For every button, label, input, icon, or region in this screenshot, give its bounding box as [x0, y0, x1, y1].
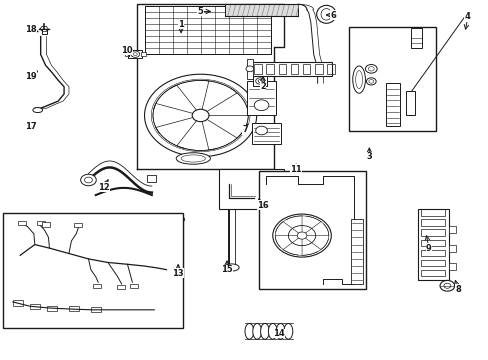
Text: 4: 4	[464, 12, 470, 21]
Ellipse shape	[268, 323, 277, 339]
Text: 2: 2	[260, 82, 265, 91]
Circle shape	[192, 109, 208, 122]
Circle shape	[288, 226, 315, 246]
Ellipse shape	[252, 323, 261, 339]
Text: 16: 16	[257, 201, 268, 210]
Circle shape	[255, 126, 267, 135]
Circle shape	[439, 280, 454, 291]
Circle shape	[131, 51, 140, 57]
Circle shape	[365, 64, 376, 73]
Bar	[13, 301, 22, 306]
Ellipse shape	[176, 153, 210, 164]
Bar	[420, 260, 445, 266]
Bar	[420, 220, 445, 226]
Bar	[253, 76, 266, 86]
Bar	[315, 64, 322, 74]
Ellipse shape	[284, 323, 292, 339]
Bar	[350, 220, 362, 284]
Text: 15: 15	[221, 265, 232, 274]
Bar	[406, 91, 414, 116]
Bar	[124, 52, 129, 56]
Bar	[278, 64, 285, 74]
Bar	[420, 249, 445, 256]
Bar	[91, 307, 101, 312]
Bar	[448, 263, 455, 270]
Bar	[348, 27, 435, 131]
Bar	[3, 213, 182, 328]
Ellipse shape	[352, 66, 365, 93]
Bar	[69, 306, 79, 311]
Bar	[417, 209, 448, 280]
Ellipse shape	[163, 215, 184, 224]
Circle shape	[245, 66, 253, 72]
Ellipse shape	[244, 323, 253, 339]
Bar	[130, 284, 138, 288]
Circle shape	[272, 214, 330, 257]
Text: 3: 3	[366, 152, 371, 161]
Ellipse shape	[33, 108, 42, 113]
Text: 6: 6	[329, 10, 335, 19]
Bar	[30, 304, 40, 309]
Bar	[251, 123, 281, 144]
Bar	[254, 64, 261, 74]
Ellipse shape	[260, 187, 272, 200]
Bar	[219, 169, 283, 209]
Text: 1: 1	[178, 19, 183, 28]
Bar	[448, 244, 455, 252]
Ellipse shape	[260, 323, 269, 339]
Circle shape	[81, 174, 96, 186]
Text: 14: 14	[272, 329, 284, 338]
Bar	[224, 4, 298, 16]
Bar	[420, 229, 445, 236]
Text: 5: 5	[197, 7, 203, 16]
Text: 19: 19	[25, 72, 37, 81]
Text: 12: 12	[98, 183, 110, 192]
Ellipse shape	[276, 323, 285, 339]
Text: 18: 18	[25, 25, 37, 34]
Bar	[141, 52, 146, 56]
Bar	[74, 223, 81, 227]
Text: 11: 11	[290, 165, 302, 174]
Bar	[420, 210, 445, 216]
Bar	[246, 59, 252, 78]
Bar	[147, 175, 156, 182]
Bar	[18, 221, 25, 225]
Bar	[420, 239, 445, 246]
Text: 9: 9	[425, 244, 431, 253]
Bar	[385, 83, 399, 126]
Circle shape	[366, 78, 375, 85]
Ellipse shape	[224, 264, 239, 271]
Text: 8: 8	[454, 285, 460, 294]
Bar	[47, 306, 57, 311]
Bar	[448, 226, 455, 233]
Bar	[327, 64, 334, 74]
Circle shape	[297, 232, 306, 239]
Text: 13: 13	[172, 269, 183, 278]
Circle shape	[254, 100, 268, 111]
Bar	[420, 270, 445, 276]
Bar	[93, 284, 101, 288]
Bar	[42, 222, 50, 226]
Ellipse shape	[316, 5, 335, 23]
Bar	[259, 171, 366, 289]
Bar	[290, 64, 298, 74]
Text: 7: 7	[242, 125, 248, 134]
Bar	[37, 221, 44, 225]
Bar	[303, 64, 310, 74]
Bar	[41, 29, 46, 34]
Bar	[410, 28, 421, 48]
Bar	[117, 285, 124, 289]
Bar	[144, 6, 271, 54]
Circle shape	[144, 74, 256, 157]
Bar	[266, 64, 273, 74]
Bar	[128, 50, 142, 58]
Bar	[246, 81, 276, 116]
Text: 17: 17	[25, 122, 37, 131]
Circle shape	[255, 78, 264, 84]
Text: 10: 10	[121, 46, 132, 55]
Bar	[249, 62, 331, 76]
